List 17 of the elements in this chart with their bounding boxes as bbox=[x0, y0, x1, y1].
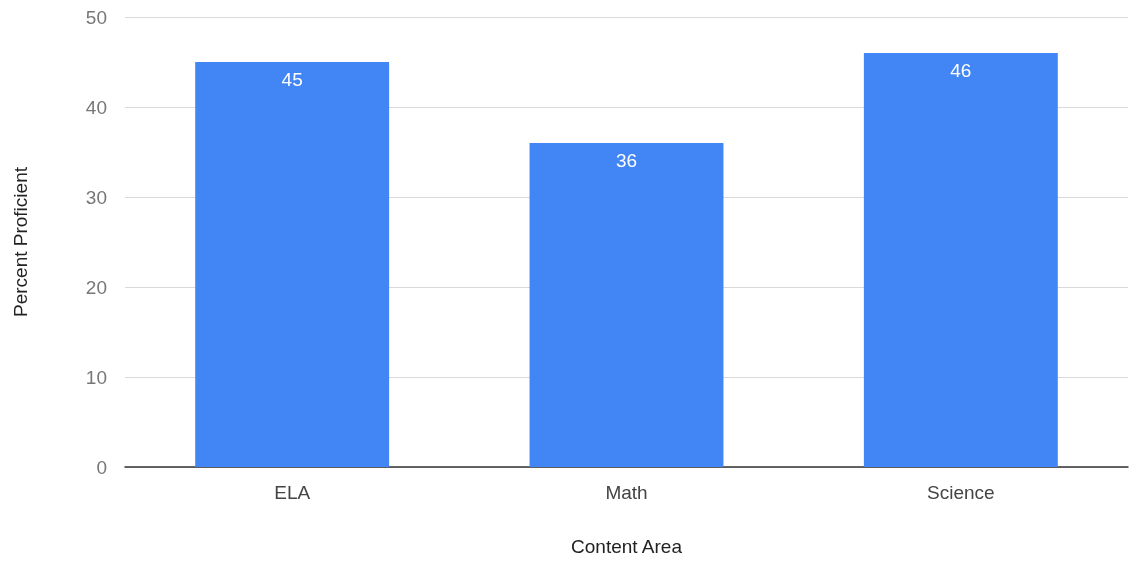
y-tick-label: 10 bbox=[85, 366, 107, 388]
y-tick-label: 0 bbox=[96, 456, 107, 478]
data-label: 36 bbox=[615, 150, 638, 171]
bar bbox=[529, 143, 724, 467]
x-tick-label: Science bbox=[927, 482, 995, 503]
y-tick-label: 40 bbox=[85, 96, 107, 118]
x-tick-label: Math bbox=[605, 482, 648, 503]
x-axis-title: Content Area bbox=[571, 536, 683, 557]
y-tick-label: 20 bbox=[85, 276, 107, 298]
y-tick-label: 30 bbox=[85, 186, 107, 208]
y-axis-title: Percent Proficient bbox=[10, 166, 31, 317]
x-tick-label: ELA bbox=[274, 482, 311, 503]
y-tick-label: 50 bbox=[85, 6, 107, 28]
data-label: 46 bbox=[950, 60, 972, 81]
bar bbox=[195, 62, 390, 467]
data-label: 45 bbox=[281, 69, 303, 90]
bar bbox=[863, 53, 1058, 467]
